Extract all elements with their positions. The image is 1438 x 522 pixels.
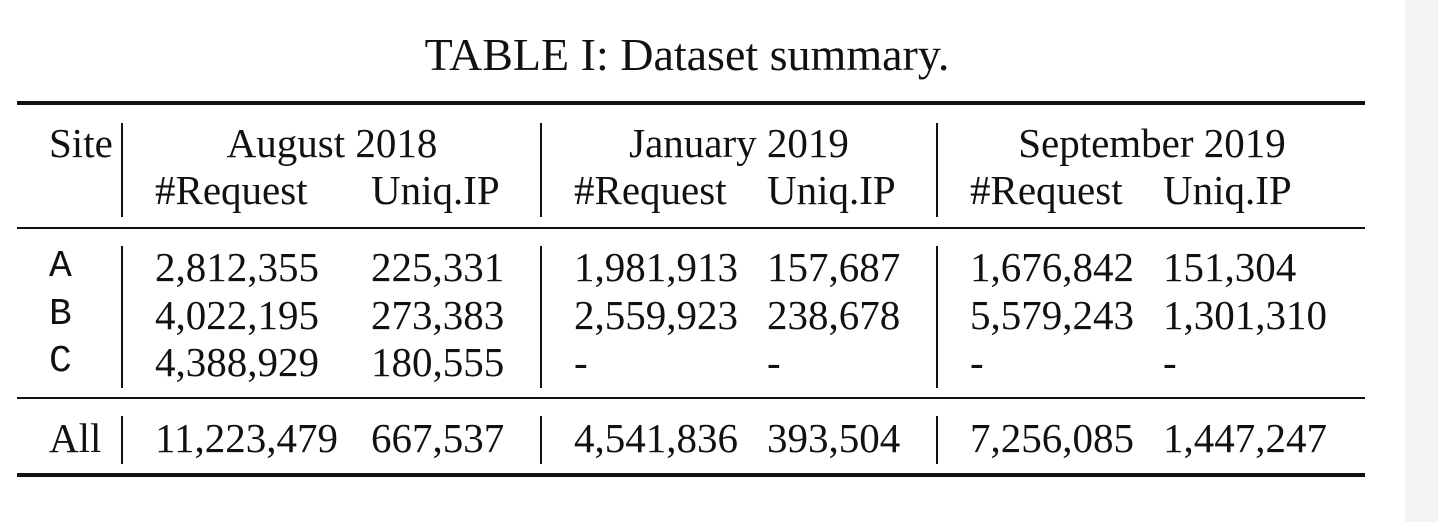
header-period-august-2018: August 2018 — [226, 120, 438, 166]
table-cell: 180,555 — [371, 339, 505, 385]
table-cell: 4,388,929 — [155, 339, 319, 385]
table-cell: 1,676,842 — [970, 244, 1134, 290]
top-rule — [17, 101, 1365, 105]
table-cell: 225,331 — [371, 244, 505, 290]
table-cell: - — [970, 339, 984, 385]
header-period-september-2019: September 2019 — [1018, 120, 1286, 166]
total-cell: 7,256,085 — [970, 415, 1134, 461]
table-cell: 2,812,355 — [155, 244, 319, 290]
header-divider-aug — [540, 123, 542, 217]
table-cell: 2,559,923 — [574, 292, 738, 338]
table-cell: 4,022,195 — [155, 292, 319, 338]
header-request-jan: #Request — [574, 167, 727, 213]
header-request-aug: #Request — [155, 167, 308, 213]
header-divider-jan — [936, 123, 938, 217]
table-cell: 273,383 — [371, 292, 505, 338]
table-cell: - — [767, 339, 781, 385]
total-cell: 667,537 — [371, 415, 505, 461]
page-margin-strip — [1405, 0, 1438, 522]
header-uniqip-jan: Uniq.IP — [767, 167, 896, 213]
table-cell: 5,579,243 — [970, 292, 1134, 338]
header-period-january-2019: January 2019 — [629, 120, 849, 166]
table-cell: 157,687 — [767, 244, 901, 290]
header-rule — [17, 227, 1365, 229]
total-cell: 4,541,836 — [574, 415, 738, 461]
total-cell: 1,447,247 — [1163, 415, 1327, 461]
total-cell: 393,504 — [767, 415, 901, 461]
table-cell: 238,678 — [767, 292, 901, 338]
table-cell: 151,304 — [1163, 244, 1297, 290]
total-rule — [17, 397, 1365, 399]
total-divider-jan — [936, 416, 938, 464]
body-divider-jan — [936, 246, 938, 388]
body-divider-site — [121, 246, 123, 388]
header-divider-site — [121, 123, 123, 217]
total-cell: 11,223,479 — [155, 415, 338, 461]
table-cell: 1,981,913 — [574, 244, 738, 290]
table-cell: 1,301,310 — [1163, 292, 1327, 338]
total-divider-site — [121, 416, 123, 464]
bottom-rule — [17, 473, 1365, 477]
total-row-label: All — [49, 415, 102, 461]
table-cell: - — [574, 339, 588, 385]
header-uniqip-sep: Uniq.IP — [1163, 167, 1292, 213]
table-caption: TABLE I: Dataset summary. — [424, 29, 950, 80]
body-divider-aug — [540, 246, 542, 388]
table-cell: - — [1163, 339, 1177, 385]
total-divider-aug — [540, 416, 542, 464]
row-site-label: C — [49, 340, 72, 383]
row-site-label: A — [49, 245, 72, 288]
header-uniqip-aug: Uniq.IP — [371, 167, 500, 213]
header-site: Site — [49, 120, 113, 166]
header-request-sep: #Request — [970, 167, 1123, 213]
row-site-label: B — [49, 293, 72, 336]
